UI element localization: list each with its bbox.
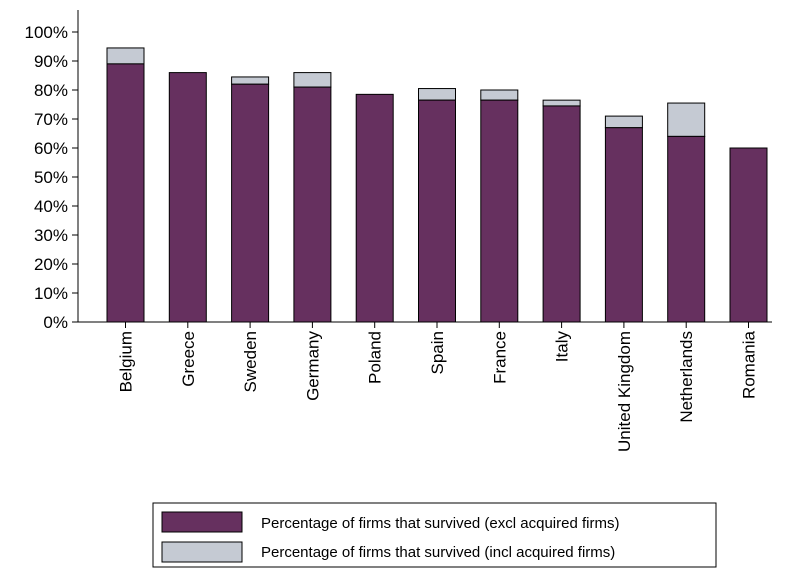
bar-incl-acquired — [231, 76, 270, 85]
legend: Percentage of firms that survived (excl … — [152, 502, 717, 568]
y-tick-label: 60% — [34, 139, 68, 158]
y-tick-label: 0% — [43, 313, 68, 332]
x-category-label: Spain — [428, 331, 447, 374]
x-category-label: Germany — [303, 331, 322, 401]
bar-excl-acquired — [418, 99, 456, 323]
y-tick-label: 10% — [34, 284, 68, 303]
bar-incl-acquired — [542, 99, 581, 107]
bar-excl-acquired — [355, 93, 394, 323]
bar-excl-acquired — [231, 83, 270, 323]
x-category-label: Netherlands — [677, 331, 696, 423]
bar-excl-acquired — [106, 63, 145, 323]
x-category-label: Greece — [179, 331, 198, 387]
bar-excl-acquired — [542, 105, 581, 323]
x-category-label: United Kingdom — [615, 331, 634, 452]
x-category-label: Romania — [740, 330, 759, 399]
bar-excl-acquired — [480, 99, 519, 323]
y-ticks: 0% 10% 20% 30% 40% 50% 60% 70% 80% 90% 100% — [25, 23, 78, 332]
legend-box — [152, 502, 717, 568]
y-tick-label: 50% — [34, 168, 68, 187]
bar-incl-acquired — [480, 89, 519, 101]
x-labels: Belgium Greece Sweden Germany Poland Spain Fra… — [117, 322, 759, 452]
bar-excl-acquired — [604, 127, 643, 323]
y-tick-label: 90% — [34, 52, 68, 71]
x-category-label: Sweden — [241, 331, 260, 392]
x-category-label: Italy — [553, 331, 572, 363]
bar-incl-acquired — [293, 72, 332, 88]
legend-swatch-excl — [161, 511, 243, 533]
x-category-label: Poland — [366, 331, 385, 384]
y-tick-label: 20% — [34, 255, 68, 274]
y-tick-label: 30% — [34, 226, 68, 245]
x-category-label: Belgium — [117, 331, 136, 392]
bar-incl-acquired — [418, 88, 456, 101]
bar-excl-acquired — [729, 147, 768, 323]
y-tick-label: 40% — [34, 197, 68, 216]
bars — [106, 47, 768, 323]
y-tick-label: 80% — [34, 81, 68, 100]
y-tick-label: 70% — [34, 110, 68, 129]
bar-incl-acquired — [604, 115, 643, 129]
bar-incl-acquired — [106, 47, 145, 65]
bar-excl-acquired — [168, 72, 207, 323]
legend-swatch-incl — [161, 541, 243, 563]
legend-label-incl: Percentage of firms that survived (incl … — [261, 544, 615, 561]
bar-excl-acquired — [293, 86, 332, 323]
bar-excl-acquired — [667, 135, 706, 323]
legend-label-excl: Percentage of firms that survived (excl … — [261, 515, 619, 532]
y-tick-label: 100% — [25, 23, 68, 42]
x-category-label: France — [490, 331, 509, 384]
bar-incl-acquired — [667, 102, 706, 137]
